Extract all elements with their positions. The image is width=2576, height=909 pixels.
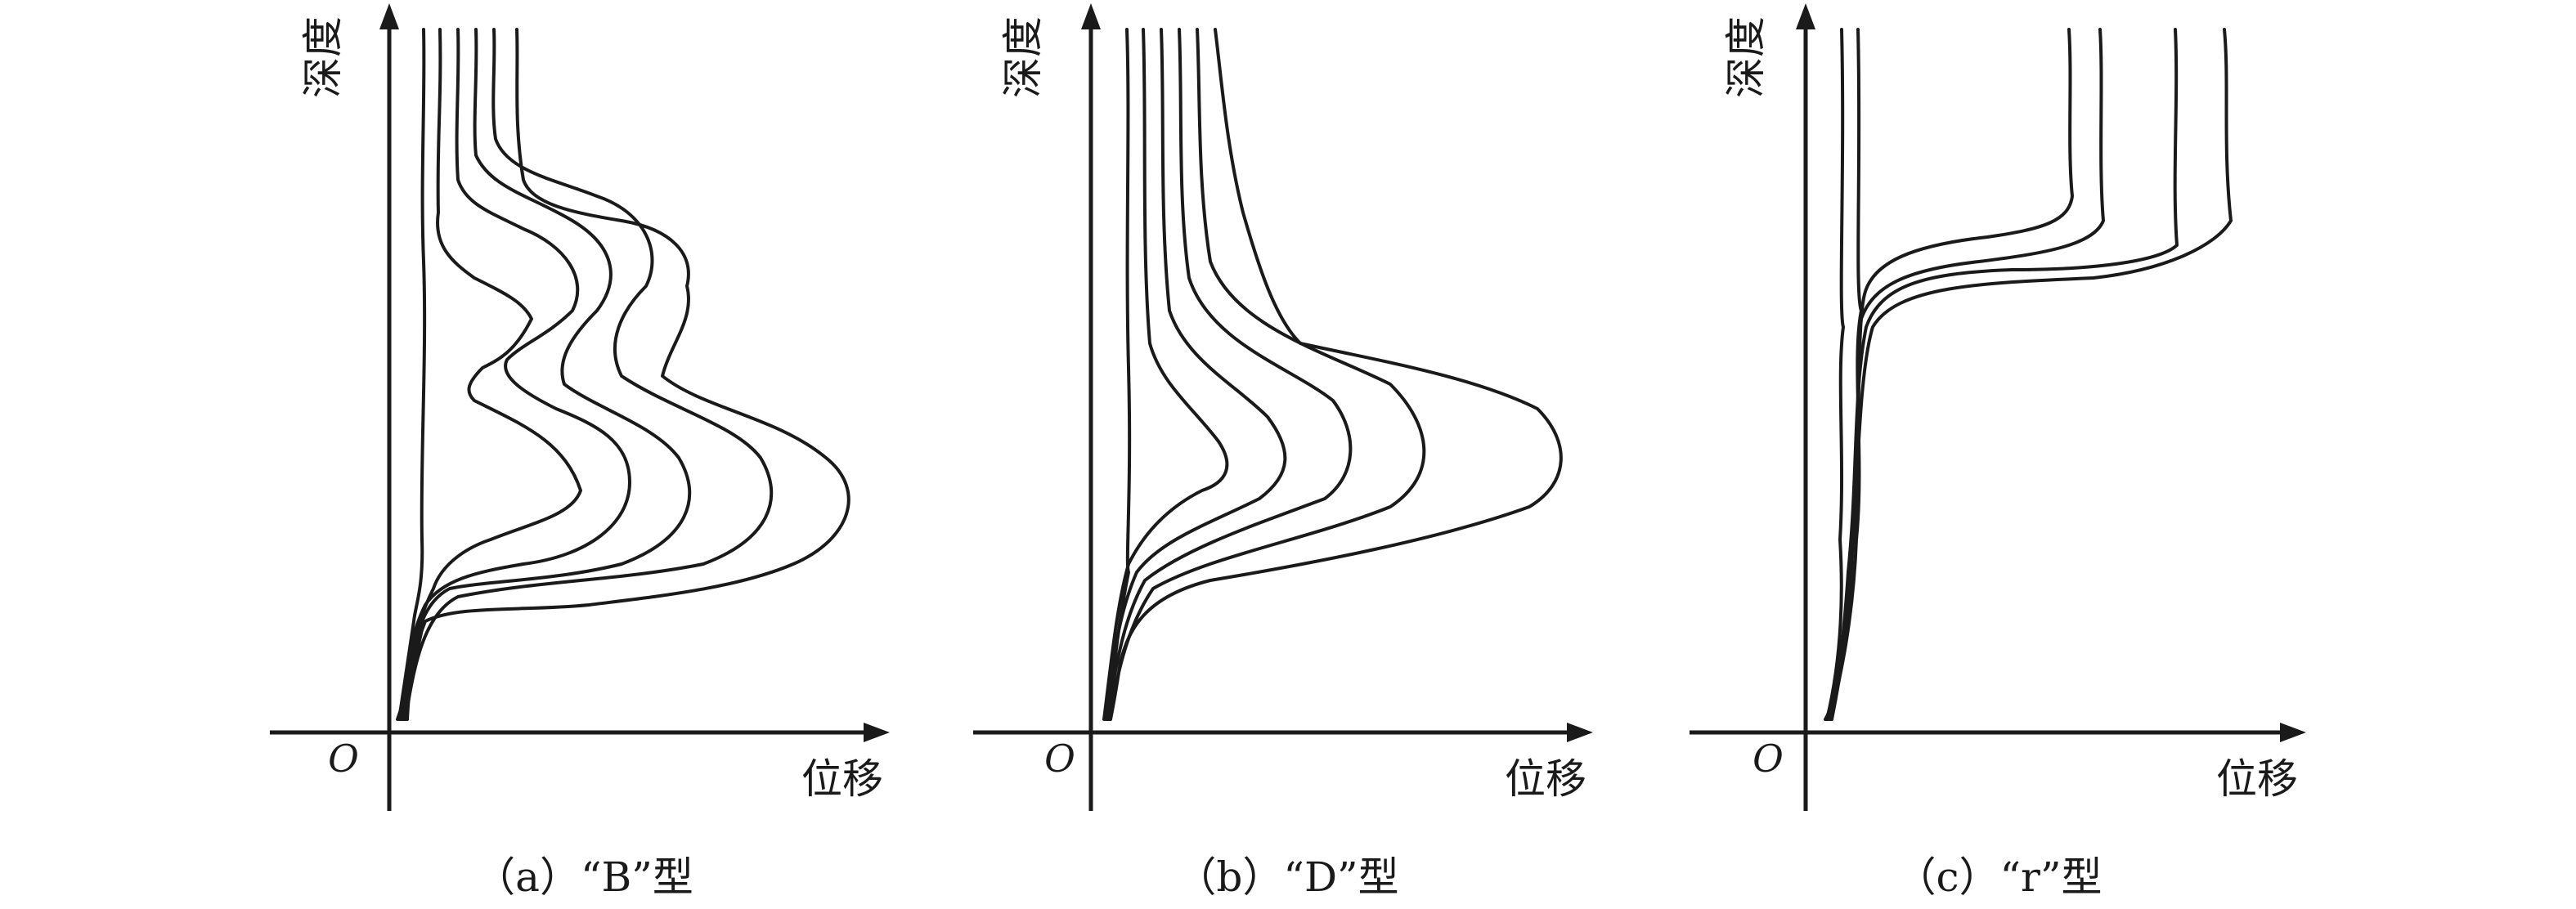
panel-a: O 深度 位移 （a）“B”型 [270,3,890,901]
panel-a-curve-4 [402,28,692,721]
panel-b-y-arrow [1081,3,1101,29]
panel-a-curve-3 [401,28,631,721]
panel-a-caption: （a）“B”型 [474,853,693,901]
panel-b-curve-3 [1104,28,1287,721]
panel-a-curve-5 [404,28,774,721]
panel-b-curve-5 [1107,28,1426,721]
panel-a-curves [396,28,850,721]
panel-c-curve-3 [1830,28,2074,721]
panel-c-y-axis-label: 深度 [1722,16,1770,98]
panel-a-x-arrow [864,723,890,742]
panel-a-curve-2 [399,28,582,721]
panel-b-y-axis-label: 深度 [999,16,1047,98]
panel-b-x-arrow [1567,723,1593,742]
panel-a-y-axis-label: 深度 [299,16,347,98]
panel-a-y-arrow [379,3,399,29]
panel-b-curve-2 [1102,28,1229,721]
panel-a-origin-label: O [328,737,359,781]
panel-a-curve-1 [397,28,427,721]
panel-c-x-arrow [2280,723,2306,742]
panel-c-y-arrow [1796,3,1815,29]
panel-c-curve-1 [1825,28,1845,721]
panel-c-curve-5 [1825,28,2179,721]
panel-c-caption: （c）“r”型 [1895,853,2102,901]
panel-b-curves [1102,28,1563,721]
panel-b-curve-4 [1106,28,1353,721]
panel-c-origin-label: O [1752,737,1784,781]
panel-b: O 深度 位移 （b）“D”型 [973,3,1593,901]
panel-b-curve-6 [1109,28,1563,721]
panel-b-origin-label: O [1044,737,1075,781]
panel-c-curve-6 [1824,28,2233,721]
panel-a-curve-6 [406,28,850,721]
panel-b-x-axis-label: 位移 [1505,755,1586,803]
panel-c-curves [1824,28,2233,721]
panel-c-curve-4 [1827,28,2105,721]
panel-a-x-axis-label: 位移 [801,755,883,803]
panel-a-curve-bundle [396,620,425,721]
panel-b-caption: （b）“D”型 [1175,853,1398,901]
panel-c-x-axis-label: 位移 [2216,755,2298,803]
panel-c: O 深度 位移 （c）“r”型 [1690,3,2306,901]
